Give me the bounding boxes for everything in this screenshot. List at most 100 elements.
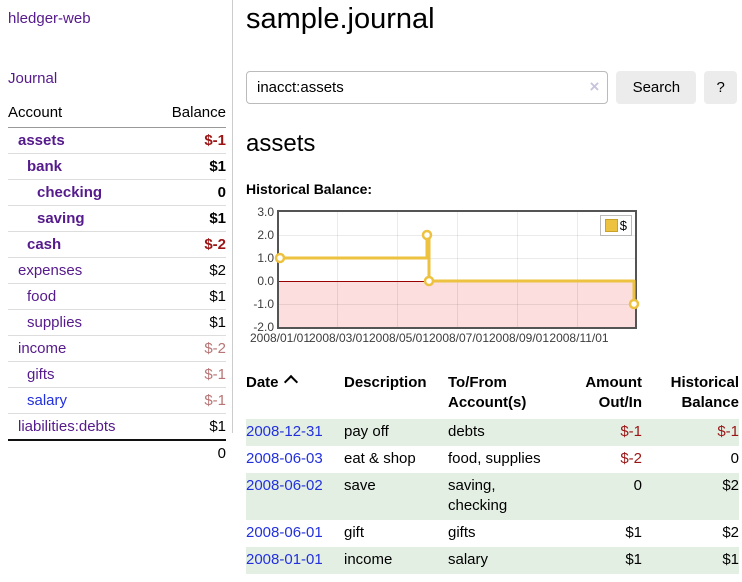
account-link-liabilities-debts[interactable]: liabilities:debts [18, 418, 116, 435]
gridline [517, 212, 518, 327]
search-box: × [246, 71, 609, 104]
account-balance: $-1 [152, 387, 226, 414]
transaction-accounts: debts [448, 419, 560, 446]
x-tick-label: 2008/09/01 [488, 331, 550, 345]
transaction-date-link[interactable]: 2008-12-31 [246, 423, 323, 440]
balance-header-line1: Historical [670, 374, 739, 391]
balance-series-line [274, 229, 640, 310]
y-tick-label: 1.0 [257, 251, 274, 265]
register-header-balance: Historical Balance [642, 373, 739, 419]
data-point [628, 298, 640, 310]
register-header-date[interactable]: Date [246, 373, 344, 419]
transaction-accounts: food, supplies [448, 450, 541, 467]
account-heading: assets [246, 130, 316, 157]
x-axis-labels: 2008/01/01 2008/03/01 2008/05/01 2008/07… [250, 331, 639, 347]
clear-search-icon[interactable]: × [589, 77, 600, 96]
account-row-assets: assets $-1 [8, 127, 226, 154]
account-balance: $2 [152, 257, 226, 284]
register-row: 2008-06-02 save saving, checking 0 $2 [246, 473, 739, 520]
page-title: sample.journal [246, 3, 435, 35]
transaction-date-link[interactable]: 2008-01-01 [246, 551, 323, 568]
gridline [457, 212, 458, 327]
transaction-balance: 0 [730, 450, 739, 467]
account-link-cash[interactable]: cash [27, 236, 62, 253]
account-link-checking[interactable]: checking [37, 184, 103, 201]
register-row: 2008-01-01 income salary $1 $1 [246, 547, 739, 574]
account-row-liabilities-debts: liabilities:debts $1 [8, 413, 226, 441]
sidebar: hledger-web Journal Account Balance asse… [0, 0, 233, 466]
transaction-amount: 0 [560, 473, 642, 520]
data-point [423, 275, 435, 287]
account-balance: $-1 [152, 127, 226, 154]
register-header-amount: Amount Out/In [560, 373, 642, 419]
transaction-accounts: saving, checking [448, 473, 560, 520]
transaction-description: eat & shop [344, 450, 416, 467]
chart-legend: $ [599, 215, 632, 236]
y-tick-label: 0.0 [257, 274, 274, 288]
account-link-expenses[interactable]: expenses [18, 262, 83, 279]
account-balance: $-2 [152, 335, 226, 362]
account-link-bank[interactable]: bank [27, 158, 63, 175]
account-balance: $1 [152, 413, 226, 441]
account-link-income[interactable]: income [18, 340, 67, 357]
account-balance: $1 [152, 309, 226, 336]
transaction-description: income [344, 547, 448, 574]
account-row-checking: checking 0 [8, 179, 226, 206]
legend-label: $ [619, 218, 627, 233]
transaction-description: pay off [344, 419, 448, 446]
account-link-food[interactable]: food [27, 288, 57, 305]
transaction-amount: $-1 [560, 419, 642, 446]
account-link-saving[interactable]: saving [37, 210, 85, 227]
accounts-header-line2: Account(s) [448, 394, 527, 411]
transaction-balance: $2 [722, 524, 739, 541]
account-link-supplies[interactable]: supplies [27, 314, 83, 331]
legend-swatch-icon [604, 219, 618, 232]
transaction-date-link[interactable]: 2008-06-02 [246, 477, 323, 494]
transaction-accounts: gifts [448, 524, 476, 541]
data-point [421, 229, 433, 241]
transaction-balance: $2 [642, 473, 739, 520]
transaction-amount: $1 [625, 524, 642, 541]
main-content: sample.journal × Search ? assets Histori… [234, 0, 742, 574]
y-tick-label: 3.0 [257, 205, 274, 219]
account-row-income: income $-2 [8, 335, 226, 362]
account-balance: $1 [152, 283, 226, 310]
gridline [279, 304, 635, 305]
gridline [337, 212, 338, 327]
register-row: 2008-06-03 eat & shop food, supplies $-2… [246, 446, 739, 473]
account-link-gifts[interactable]: gifts [27, 366, 55, 383]
account-link-assets[interactable]: assets [18, 132, 65, 149]
account-row-salary: salary $-1 [8, 387, 226, 414]
register-row: 2008-06-01 gift gifts $1 $2 [246, 520, 739, 547]
accounts-header-line1: To/From [448, 374, 507, 391]
search-form: × Search ? [246, 71, 737, 104]
register-header-description: Description [344, 374, 427, 391]
search-input[interactable] [246, 71, 609, 104]
transaction-amount: $-2 [620, 450, 642, 467]
amount-header-line1: Amount [585, 374, 642, 391]
chart-title: Historical Balance: [246, 181, 373, 197]
gridline [279, 235, 635, 236]
account-row-gifts: gifts $-1 [8, 361, 226, 388]
y-tick-label: -1.0 [253, 297, 274, 311]
negative-region [279, 281, 635, 327]
x-tick-label: 2008/03/01 [308, 331, 370, 345]
search-button[interactable]: Search [616, 71, 697, 104]
transaction-description: gift [344, 524, 365, 541]
sidebar-item-journal[interactable]: Journal [8, 70, 58, 87]
amount-header-line2: Out/In [598, 394, 642, 411]
transaction-balance: $1 [642, 547, 739, 574]
accounts-total-value: 0 [152, 439, 226, 466]
accounts-header-row: Account Balance [8, 101, 226, 128]
transaction-date-link[interactable]: 2008-06-03 [246, 450, 323, 467]
app-brand-link[interactable]: hledger-web [8, 10, 91, 27]
account-row-cash: cash $-2 [8, 231, 226, 258]
account-balance: 0 [152, 179, 226, 206]
help-button[interactable]: ? [704, 71, 737, 104]
account-link-salary[interactable]: salary [27, 392, 68, 409]
accounts-header-account: Account [8, 101, 153, 128]
account-row-saving: saving $1 [8, 205, 226, 232]
account-balance: $-1 [152, 361, 226, 388]
transaction-date-link[interactable]: 2008-06-01 [246, 524, 323, 541]
date-header-label: Date [246, 374, 279, 391]
